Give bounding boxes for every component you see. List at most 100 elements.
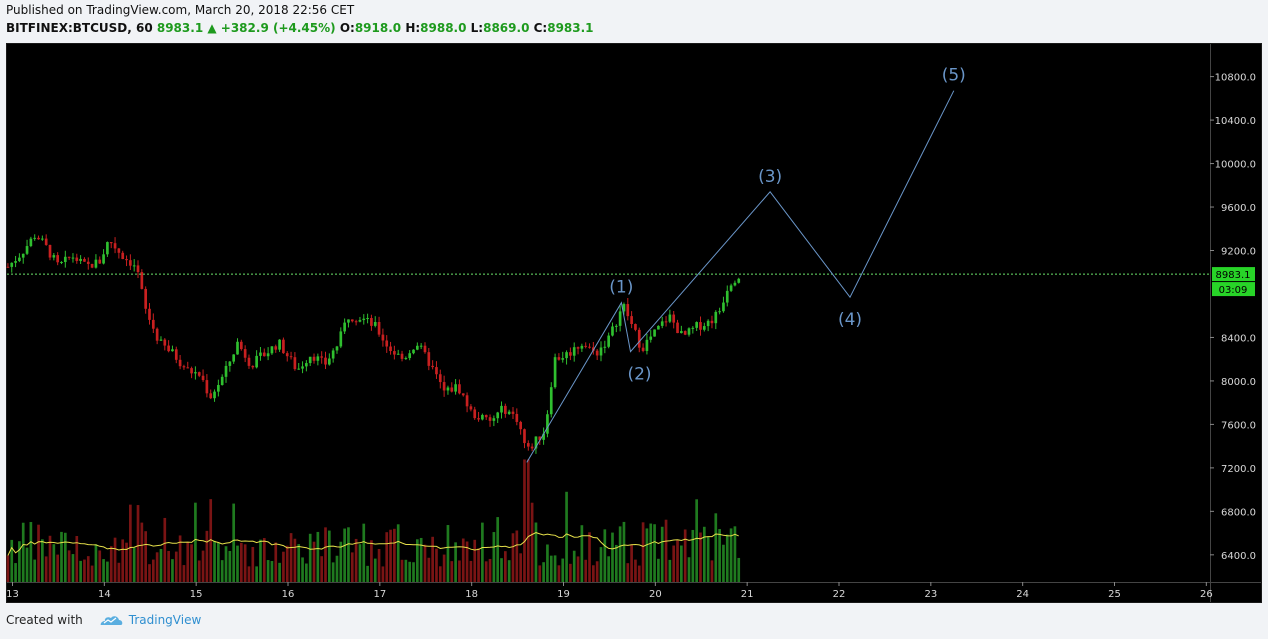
- candle-body: [79, 258, 82, 261]
- volume-bar: [121, 539, 125, 582]
- candle-body: [442, 382, 446, 391]
- candle-body: [672, 314, 676, 323]
- candle-body: [186, 367, 190, 369]
- candle-body: [706, 320, 710, 327]
- volume-bar: [251, 546, 255, 582]
- candle-body: [653, 329, 656, 337]
- price-chart[interactable]: (1) (2) (3) (4) (5) 10800.0 10400.0 10000.0 960…: [6, 43, 1262, 603]
- volume-bar: [174, 551, 178, 582]
- candle-body: [83, 258, 86, 262]
- candle-body: [167, 345, 170, 352]
- candle-body: [228, 361, 232, 366]
- volume-bar: [358, 544, 362, 582]
- symbol-info-line: BITFINEX:BTCUSD, 60 8983.1 ▲ +382.9 (+4.…: [6, 21, 594, 35]
- time-axis[interactable]: [7, 583, 1261, 602]
- candle-body: [278, 339, 281, 350]
- volume-bar: [477, 548, 480, 582]
- volume-bar: [339, 541, 343, 582]
- candle-body: [588, 346, 591, 348]
- volume-bar: [305, 563, 308, 582]
- volume-bar: [167, 550, 170, 582]
- volume-bar: [163, 517, 167, 582]
- volume-bar: [412, 562, 415, 582]
- candle-body: [285, 353, 289, 357]
- candle-body: [657, 325, 660, 330]
- candle-body: [668, 314, 672, 322]
- volume-bar: [637, 565, 641, 582]
- volume-bar: [33, 559, 37, 582]
- volume-bar: [52, 544, 56, 582]
- volume-bar: [171, 559, 174, 582]
- price-tick-label: 8000.0: [1221, 377, 1256, 388]
- candle-body: [243, 349, 247, 358]
- time-tick-label: 24: [1016, 589, 1029, 600]
- volume-bar: [29, 522, 33, 582]
- symbol-label: BITFINEX:BTCUSD, 60: [6, 21, 153, 35]
- candle-body: [515, 413, 519, 422]
- volume-bar: [366, 565, 369, 582]
- volume-bar: [262, 538, 266, 582]
- tradingview-link[interactable]: TradingView: [91, 613, 201, 627]
- price-axis[interactable]: [1210, 44, 1261, 582]
- volume-bar: [546, 544, 549, 582]
- volume-bar: [714, 513, 718, 582]
- volume-bar: [270, 561, 274, 582]
- candle-body: [492, 418, 496, 421]
- volume-bar: [209, 499, 213, 582]
- candle-body: [634, 324, 637, 330]
- volume-bar: [247, 566, 251, 582]
- volume-bar: [151, 559, 155, 582]
- candle-body: [561, 358, 565, 360]
- countdown-badge-bg: [1212, 282, 1255, 297]
- volume-bar: [389, 529, 392, 582]
- volume-bar: [109, 546, 113, 582]
- volume-bar: [614, 544, 618, 582]
- volume-bar: [450, 561, 454, 582]
- volume-bar: [324, 527, 327, 582]
- candle-body: [473, 409, 477, 419]
- candle-body: [171, 349, 174, 352]
- plot-area[interactable]: [7, 44, 1210, 582]
- time-tick-label: 26: [1200, 589, 1213, 600]
- volume-bar: [446, 525, 450, 582]
- candle-body: [201, 375, 205, 381]
- candle-body: [63, 256, 67, 263]
- candle-body: [373, 322, 377, 326]
- candle-body: [129, 260, 132, 266]
- volume-bar: [431, 536, 434, 582]
- volume-bar: [702, 526, 706, 582]
- volume-bar: [435, 548, 438, 582]
- candle-body: [683, 331, 687, 335]
- candle-body: [538, 436, 542, 440]
- low-label: L:: [470, 21, 484, 35]
- volume-bar: [186, 542, 190, 582]
- candle-body: [25, 246, 29, 254]
- volume-bar: [706, 536, 710, 582]
- volume-bar: [41, 539, 44, 582]
- volume-bar: [408, 561, 412, 582]
- candle-body: [6, 266, 10, 268]
- volume-bar: [549, 555, 553, 582]
- volume-bar: [660, 526, 664, 582]
- candle-body: [718, 311, 721, 313]
- volume-bar: [393, 528, 396, 582]
- candle-body: [41, 238, 44, 240]
- candle-body: [347, 319, 350, 323]
- candle-body: [266, 353, 270, 357]
- volume-bar: [680, 545, 683, 582]
- candle-body: [144, 288, 148, 309]
- candle-body: [324, 357, 327, 365]
- volume-bar: [699, 532, 702, 582]
- volume-bar: [599, 547, 603, 582]
- time-axis-labels: 13 14 15 16 17 18 19 20 21 22 23 24 25 26: [6, 582, 1213, 600]
- volume-bar: [454, 542, 457, 582]
- candle-body: [607, 335, 610, 347]
- volume-bar: [515, 530, 519, 582]
- volume-bar: [44, 556, 48, 582]
- volume-bar: [534, 522, 538, 582]
- volume-bar: [316, 531, 320, 582]
- candle-body: [362, 318, 366, 321]
- candle-body: [458, 384, 461, 394]
- volume-bar: [18, 541, 21, 582]
- candle-body: [435, 367, 438, 375]
